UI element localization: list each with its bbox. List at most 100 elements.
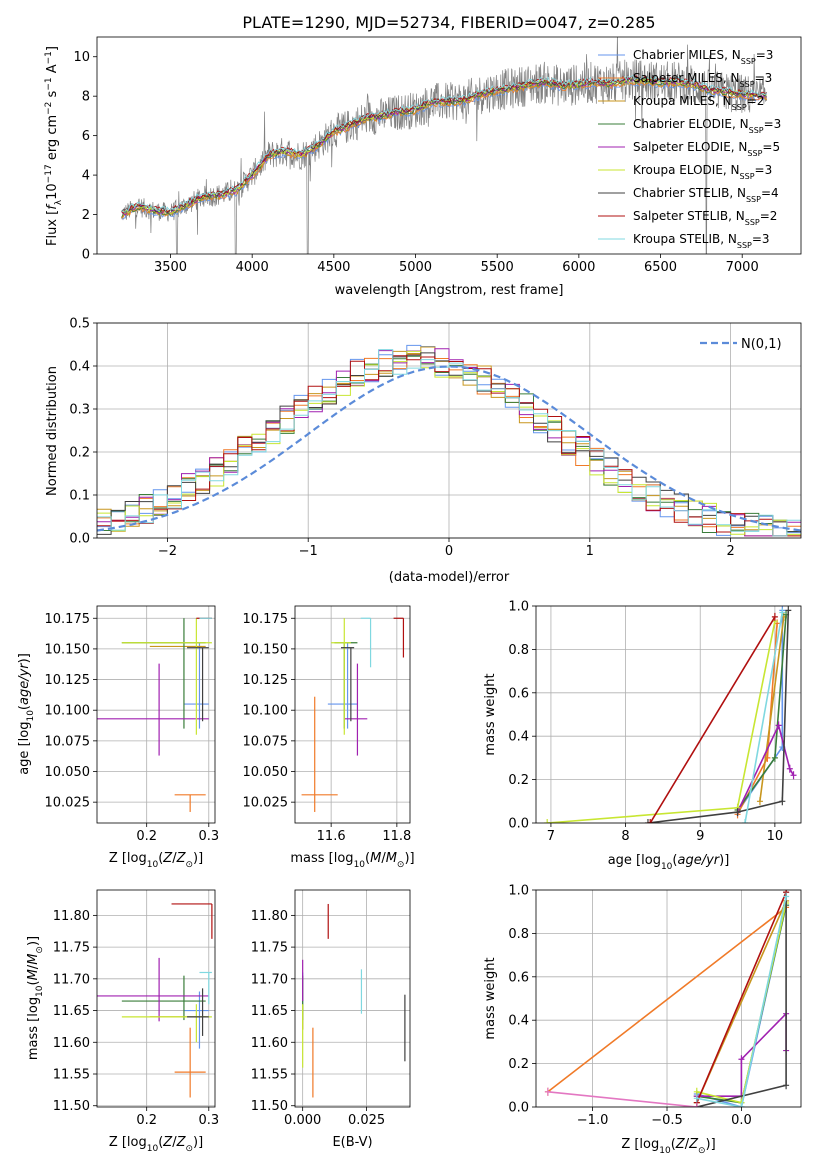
x-tick-label: 0.3 <box>198 829 219 844</box>
mass-weight-marker <box>544 819 551 823</box>
label-part: A <box>45 64 60 77</box>
legend-subscript: SSP <box>740 172 755 181</box>
y-tick-label: 10.125 <box>45 673 91 688</box>
x-tick-label: 0.0 <box>731 1113 752 1128</box>
mass-weight-line <box>696 896 787 1107</box>
label-part: Z <box>162 851 173 866</box>
label-part: 10 <box>147 1144 159 1154</box>
axes-frame <box>535 889 802 1108</box>
y-tick-label: 10.100 <box>45 704 91 719</box>
mass-weight-line <box>759 616 785 802</box>
plot-area <box>97 903 213 1098</box>
legend-entry: Salpeter MILES, NSSP=3 <box>633 71 772 89</box>
y-tick-label: 1.0 <box>508 884 529 899</box>
label-part: ⊙ <box>35 946 45 954</box>
label-part: ( <box>158 1135 163 1150</box>
label-part: Z <box>176 851 187 866</box>
y-tick-label: 10.125 <box>243 673 289 688</box>
legend-subscript: SSP <box>745 218 760 227</box>
mass-weight-line <box>744 612 784 823</box>
mass-weight-marker <box>785 606 792 615</box>
label-part: ⊙ <box>185 860 193 870</box>
mass-weight-marker <box>693 1103 700 1107</box>
mass-weight-marker <box>771 612 778 621</box>
legend-nssp: =3 <box>752 232 770 246</box>
label-part: Z [log <box>621 1137 659 1152</box>
y-axis-label: Normed distribution <box>45 366 60 496</box>
x-tick-label: 0 <box>445 544 453 559</box>
y-tick-label: 0.0 <box>69 532 90 547</box>
label-part: −2 <box>44 102 54 115</box>
y-tick-label: 11.75 <box>251 941 288 956</box>
gaussian-legend-label: N(0,1) <box>741 337 782 352</box>
errorbar-point <box>174 1027 206 1098</box>
y-tick-label: 0.5 <box>69 317 90 332</box>
model-spectrum-line <box>121 74 768 213</box>
x-tick-label: 1 <box>586 544 594 559</box>
frame-group: 3500 4000 4500 5000 5500 6000 6500 7000 0 2 4 6 8 10 F… <box>44 36 802 298</box>
axes-age-vs-Z: 0.2 0.3 10.025 10.050 10.075 10.100 10.125 10.1… <box>17 605 219 870</box>
y-axis-label: age [log10(age/yr)] <box>17 653 36 775</box>
y-tick-label: 10.100 <box>243 704 289 719</box>
label-part: 10 <box>26 710 36 722</box>
mass-weight-marker <box>738 1055 745 1064</box>
axes-frame <box>294 605 411 824</box>
label-part: )] <box>17 653 32 663</box>
axes-frame <box>96 322 802 539</box>
y-tick-label: 11.70 <box>53 972 90 987</box>
x-tick-label: 11.8 <box>382 829 411 844</box>
label-part: 10 <box>661 862 673 872</box>
y-tick-label: 11.70 <box>251 972 288 987</box>
label-part: / <box>26 964 41 969</box>
label-part: age/yr <box>17 662 32 705</box>
x-axis-label: Z [log10(Z/Z⊙)] <box>109 851 203 870</box>
x-axis-label: mass [log10(M/M⊙)] <box>290 851 414 870</box>
frame-group: 0.000 0.025 11.50 11.55 11.60 11.65 11.70 11.75… <box>251 889 411 1150</box>
y-tick-label: 11.55 <box>251 1068 288 1083</box>
errorbar-point <box>327 642 358 729</box>
y-tick-label: 11.65 <box>53 1004 90 1019</box>
label-part: )] <box>404 851 414 866</box>
y-tick-label: 10.050 <box>243 765 289 780</box>
label-part: ( <box>365 851 370 866</box>
label-part: Flux [ <box>45 210 60 246</box>
axes-frame <box>96 36 802 255</box>
label-part: / <box>172 851 177 866</box>
x-tick-label: 0.2 <box>136 1113 157 1128</box>
errorbar-point <box>341 647 355 722</box>
residual-histogram-step <box>97 348 801 537</box>
label-part: ] <box>45 46 60 51</box>
mass-weight-line <box>649 616 776 823</box>
x-tick-label: 0.025 <box>348 1113 385 1128</box>
errorbar-point <box>121 975 206 1021</box>
y-tick-label: 0.4 <box>69 360 90 375</box>
x-tick-label: 5000 <box>399 260 432 275</box>
mass-weight-marker <box>771 753 778 762</box>
legend-entry: Chabrier STELIB, NSSP=4 <box>633 186 779 204</box>
x-tick-label: 0.2 <box>136 829 157 844</box>
legend-nssp: =3 <box>755 71 773 85</box>
x-tick-label: 7000 <box>726 260 759 275</box>
label-part: s <box>45 90 60 101</box>
label-part: mass [log <box>290 851 353 866</box>
y-tick-label: 0.0 <box>508 817 529 832</box>
x-tick-label: 4000 <box>236 260 269 275</box>
plot-area <box>544 606 797 823</box>
label-part: Z [log <box>109 851 147 866</box>
y-axis-label: Flux [fλ10−17 erg cm−2 s−1 A−1] <box>44 46 64 246</box>
legend-entry: Chabrier MILES, NSSP=3 <box>633 48 773 66</box>
errorbar-point <box>121 618 212 735</box>
legend-model-name: Kroupa MILES, N <box>633 94 732 108</box>
axes-frame <box>96 605 216 824</box>
label-part: 10 <box>147 860 159 870</box>
plot-area <box>302 903 406 1098</box>
label-part: f <box>45 203 60 210</box>
label-part: E(B-V) <box>332 1135 372 1150</box>
y-tick-label: 10.150 <box>45 642 91 657</box>
label-part: erg cm <box>45 115 60 164</box>
errorbar-point <box>187 988 209 1036</box>
label-part: ( <box>26 980 41 985</box>
y-tick-label: 10.075 <box>243 734 289 749</box>
legend-entry: Kroupa ELODIE, NSSP=3 <box>633 163 772 181</box>
label-part: ⊙ <box>698 1146 706 1156</box>
